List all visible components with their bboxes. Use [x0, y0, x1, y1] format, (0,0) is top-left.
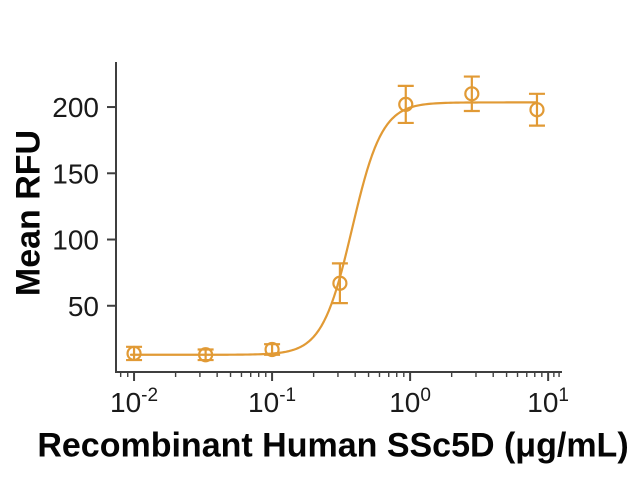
x-minor-ticks	[119, 372, 560, 377]
y-axis-title: Mean RFU	[9, 129, 48, 297]
data-point-marker	[398, 96, 414, 112]
x-tick-label: 10-2	[110, 385, 158, 418]
data-point-marker	[464, 86, 480, 102]
y-tick-label: 50	[68, 291, 99, 322]
error-bars	[126, 75, 545, 362]
data-points	[126, 86, 545, 363]
fit-curve	[129, 101, 539, 356]
y-tick-label: 150	[52, 158, 99, 189]
x-tick-label: 101	[527, 385, 569, 418]
x-tick-label: 100	[389, 385, 431, 418]
y-tick-label: 200	[52, 92, 99, 123]
data-point-marker	[332, 275, 348, 291]
x-axis-title: Recombinant Human SSc5D (μg/mL)	[37, 426, 629, 465]
data-point-marker	[529, 102, 545, 118]
data-point-marker	[198, 347, 214, 363]
y-tick-label: 100	[52, 225, 99, 256]
axes	[107, 62, 562, 381]
data-point-marker	[126, 345, 142, 362]
tick-labels: 50 100 150 200 10-2 10-1 100 101	[52, 92, 569, 418]
x-tick-label: 10-1	[248, 385, 296, 418]
data-point-marker	[264, 341, 280, 358]
